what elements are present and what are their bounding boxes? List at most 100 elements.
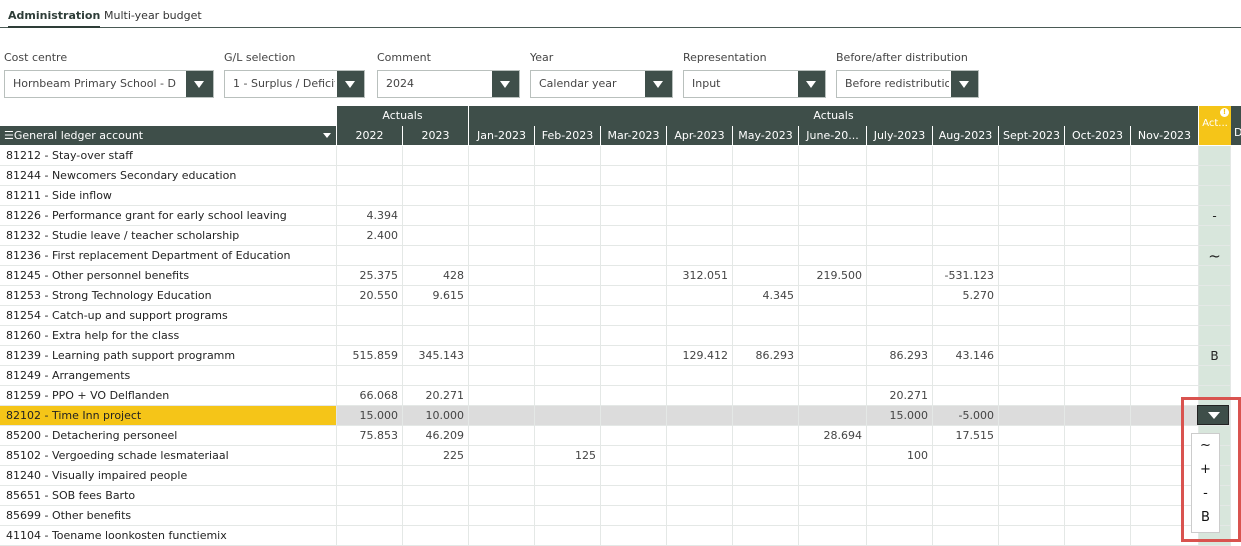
value-cell[interactable]: [999, 526, 1065, 546]
value-cell[interactable]: [1065, 146, 1131, 166]
value-cell[interactable]: [403, 326, 469, 346]
value-cell[interactable]: [1065, 346, 1131, 366]
value-cell[interactable]: 20.271: [403, 386, 469, 406]
value-cell[interactable]: [667, 466, 733, 486]
value-cell[interactable]: 4.345: [733, 286, 799, 306]
value-cell[interactable]: [337, 146, 403, 166]
value-cell[interactable]: [1131, 186, 1199, 206]
chevron-down-icon[interactable]: [645, 71, 672, 97]
value-cell[interactable]: [337, 446, 403, 466]
value-cell[interactable]: -5.000: [933, 406, 999, 426]
act-option[interactable]: B: [1201, 510, 1210, 525]
value-cell[interactable]: [999, 226, 1065, 246]
value-cell[interactable]: [1131, 326, 1199, 346]
value-cell[interactable]: [1131, 166, 1199, 186]
column-header[interactable]: Sept-2023: [999, 126, 1065, 145]
table-row[interactable]: 81239 - Learning path support programm 51…: [0, 346, 1241, 366]
value-cell[interactable]: [601, 186, 667, 206]
value-cell[interactable]: [1065, 186, 1131, 206]
value-cell[interactable]: 28.694: [799, 426, 867, 446]
value-cell[interactable]: [799, 506, 867, 526]
cost-centre-select[interactable]: Hornbeam Primary School - D: [4, 70, 214, 98]
value-cell[interactable]: [1065, 286, 1131, 306]
value-cell[interactable]: [1131, 386, 1199, 406]
hamburger-icon[interactable]: ☰: [4, 129, 14, 142]
value-cell[interactable]: [1131, 346, 1199, 366]
value-cell[interactable]: [469, 246, 535, 266]
value-cell[interactable]: [667, 486, 733, 506]
value-cell[interactable]: [403, 526, 469, 546]
chevron-down-icon[interactable]: [951, 71, 978, 97]
value-cell[interactable]: [535, 346, 601, 366]
value-cell[interactable]: 5.270: [933, 286, 999, 306]
value-cell[interactable]: [933, 186, 999, 206]
value-cell[interactable]: [1065, 246, 1131, 266]
column-header[interactable]: Nov-2023: [1131, 126, 1199, 145]
value-cell[interactable]: 15.000: [867, 406, 933, 426]
value-cell[interactable]: [403, 506, 469, 526]
value-cell[interactable]: [733, 406, 799, 426]
act-option[interactable]: -: [1203, 486, 1208, 501]
value-cell[interactable]: [535, 526, 601, 546]
value-cell[interactable]: 46.209: [403, 426, 469, 446]
value-cell[interactable]: [403, 366, 469, 386]
value-cell[interactable]: [535, 306, 601, 326]
value-cell[interactable]: 4.394: [337, 206, 403, 226]
table-row[interactable]: 81253 - Strong Technology Education 20.55…: [0, 286, 1241, 306]
value-cell[interactable]: [469, 266, 535, 286]
column-header[interactable]: Mar-2023: [601, 126, 667, 145]
table-row[interactable]: 41104 - Toename loonkosten functiemix: [0, 526, 1241, 546]
value-cell[interactable]: [999, 486, 1065, 506]
value-cell[interactable]: [601, 526, 667, 546]
value-cell[interactable]: [733, 446, 799, 466]
value-cell[interactable]: -531.123: [933, 266, 999, 286]
value-cell[interactable]: [535, 326, 601, 346]
value-cell[interactable]: [1131, 226, 1199, 246]
value-cell[interactable]: [1131, 146, 1199, 166]
value-cell[interactable]: [403, 246, 469, 266]
value-cell[interactable]: [601, 306, 667, 326]
value-cell[interactable]: 219.500: [799, 266, 867, 286]
value-cell[interactable]: [667, 366, 733, 386]
value-cell[interactable]: 86.293: [733, 346, 799, 366]
value-cell[interactable]: [733, 206, 799, 226]
table-row[interactable]: 81249 - Arrangements: [0, 366, 1241, 386]
value-cell[interactable]: [1131, 286, 1199, 306]
value-cell[interactable]: [999, 426, 1065, 446]
value-cell[interactable]: [733, 246, 799, 266]
value-cell[interactable]: [1131, 306, 1199, 326]
act-cell[interactable]: [1199, 366, 1231, 386]
value-cell[interactable]: [469, 166, 535, 186]
value-cell[interactable]: [601, 166, 667, 186]
value-cell[interactable]: [933, 206, 999, 226]
act-cell[interactable]: [1199, 226, 1231, 246]
value-cell[interactable]: [999, 366, 1065, 386]
value-cell[interactable]: [667, 206, 733, 226]
value-cell[interactable]: [999, 146, 1065, 166]
value-cell[interactable]: [337, 166, 403, 186]
value-cell[interactable]: [535, 486, 601, 506]
value-cell[interactable]: [867, 426, 933, 446]
value-cell[interactable]: [733, 186, 799, 206]
table-row[interactable]: 85200 - Detachering personeel 75.853 46.20…: [0, 426, 1241, 446]
value-cell[interactable]: [469, 306, 535, 326]
value-cell[interactable]: [403, 486, 469, 506]
value-cell[interactable]: [601, 386, 667, 406]
value-cell[interactable]: 75.853: [337, 426, 403, 446]
value-cell[interactable]: [867, 226, 933, 246]
value-cell[interactable]: [1065, 326, 1131, 346]
act-cell[interactable]: [1199, 326, 1231, 346]
value-cell[interactable]: 10.000: [403, 406, 469, 426]
value-cell[interactable]: [1131, 206, 1199, 226]
value-cell[interactable]: 100: [867, 446, 933, 466]
value-cell[interactable]: [667, 286, 733, 306]
chevron-down-icon[interactable]: [337, 71, 364, 97]
value-cell[interactable]: [601, 366, 667, 386]
table-row[interactable]: 85651 - SOB fees Barto: [0, 486, 1241, 506]
value-cell[interactable]: [933, 386, 999, 406]
value-cell[interactable]: [933, 526, 999, 546]
value-cell[interactable]: [1065, 506, 1131, 526]
value-cell[interactable]: [867, 266, 933, 286]
table-row[interactable]: 81232 - Studie leave / teacher scholarsh…: [0, 226, 1241, 246]
value-cell[interactable]: 428: [403, 266, 469, 286]
